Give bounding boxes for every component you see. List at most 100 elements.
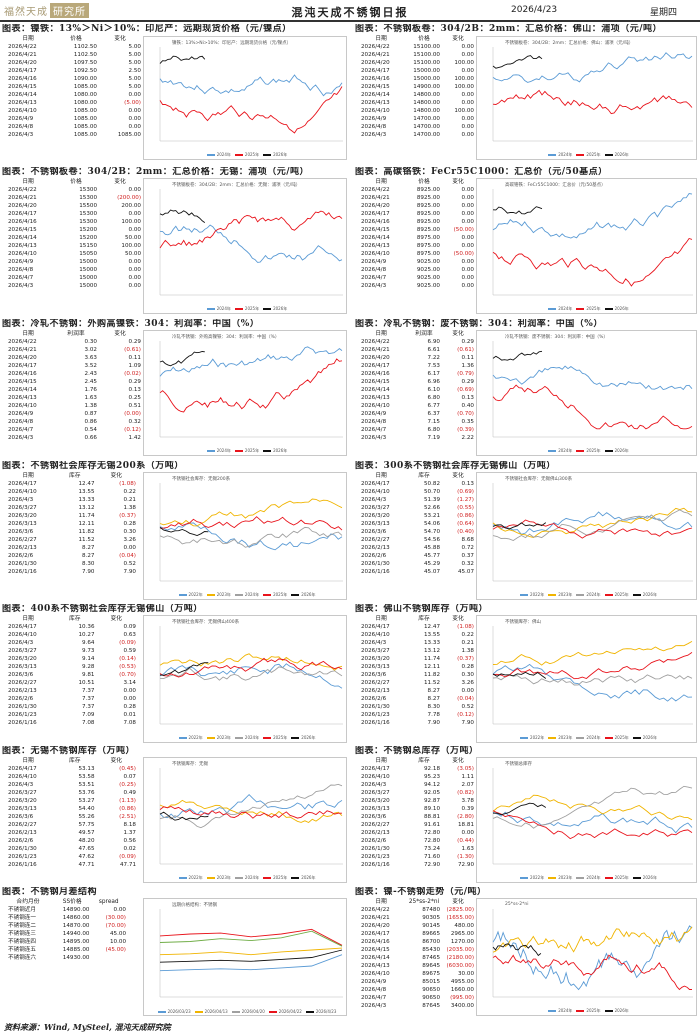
chart-p2: 不锈钢板卷：304/2B：2mm：汇总价格：佛山：浦项（元/吨） 2024年 202… (476, 36, 697, 160)
table-cell: (0.00) (124, 411, 141, 417)
table-cell: 2026/4/22 (361, 339, 390, 345)
table-header: 价格 (70, 179, 82, 185)
legend-swatch (604, 154, 613, 156)
series-line (492, 192, 693, 239)
table-cell: 2026/1/16 (8, 862, 37, 868)
table-cell: 3.52 (84, 363, 97, 369)
table-cell: 0.00 (128, 283, 141, 289)
table-cell: 0.13 (461, 481, 474, 487)
table-cell: 53.76 (78, 790, 95, 796)
table-cell: 47.71 (78, 862, 95, 868)
table-cell: 0.00 (128, 116, 141, 122)
legend-swatch (206, 877, 215, 879)
legend-swatch (576, 154, 585, 156)
table-cell: (0.70) (119, 672, 136, 678)
table-cell: (50.00) (453, 227, 474, 233)
table-row: 2026/3/6 11.82 0.30 (355, 671, 475, 679)
panel-title: 图表：佛山不锈钢库存（万吨） (355, 604, 489, 614)
legend-label: 2026年 (614, 306, 629, 311)
table-cell: (1.08) (457, 624, 474, 630)
table-cell: 0.29 (128, 379, 141, 385)
table-cell: 1.42 (128, 435, 141, 441)
chart-plot (492, 626, 693, 725)
table-header: 库存 (418, 758, 430, 764)
table-cell: 2026/4/10 (361, 489, 390, 495)
table-cell: 9025.00 (416, 275, 440, 281)
table-cell: 73.24 (423, 846, 440, 852)
table-header: 变化 (452, 473, 464, 479)
table-row: 2026/2/13 8.27 0.00 (2, 544, 137, 552)
table-cell: 0.32 (128, 419, 141, 425)
table-row: 2026/4/13 1.63 0.25 (2, 394, 142, 402)
table-header: 变化 (114, 36, 126, 42)
panel-title: 图表：冷轧不锈钢：废不锈钢：304：利润率：中国（%） (355, 319, 603, 329)
table-cell: 89645 (422, 963, 440, 969)
table-cell: 45.00 (109, 931, 126, 937)
chart-legend: 2024年 2025年 2026年 (144, 152, 346, 158)
chart-title: 不锈钢社会库存：无锡佛山400系 (172, 620, 240, 625)
legend-swatch (206, 450, 215, 452)
panel-title: 图表：镍铁：13%＞Ni＞10%：印尼产：远期现货价格（元/镍点） (2, 24, 292, 34)
panel-p2: 图表：不锈钢板卷：304/2B：2mm：汇总价格：佛山：浦项（元/吨） 日期 价格 变… (355, 24, 698, 164)
table-cell: 6.90 (427, 339, 440, 345)
table-cell: 0.30 (123, 529, 136, 535)
legend-label: 2026年 (642, 875, 657, 880)
table-row: 2026/3/27 92.05 (0.82) (355, 789, 475, 797)
table-cell: 1085.00 (73, 124, 97, 130)
table-row: 2026/2/6 72.80 (0.44) (355, 837, 475, 845)
table-cell: 2026/4/3 (361, 497, 387, 503)
table-cell: 2026/4/21 (361, 915, 390, 921)
table-cell: 2026/4/9 (361, 411, 387, 417)
table-cell: 2026/4/9 (361, 116, 387, 122)
table-cell: 2026/2/13 (8, 688, 37, 694)
table-row: 2026/4/9 9025.00 0.00 (355, 258, 475, 266)
table-cell: (0.86) (119, 806, 136, 812)
legend-swatch (305, 1011, 314, 1013)
table-header: 日期 (22, 36, 34, 42)
table-cell: 2026/1/16 (361, 862, 390, 868)
legend-swatch (263, 877, 272, 879)
table-row: 2026/1/16 47.71 47.71 (2, 861, 137, 869)
table-row: 2026/4/22 15100.00 0.00 (355, 43, 475, 51)
table-cell: 15300 (79, 187, 97, 193)
legend-swatch (234, 594, 243, 596)
table-cell: 14860.00 (62, 915, 90, 921)
legend-swatch (632, 877, 641, 879)
table-cell: 2026/4/13 (361, 395, 390, 401)
legend-swatch (291, 737, 300, 739)
legend-swatch (576, 877, 585, 879)
chart-p1: 镍铁：13%>Ni>10%：印尼产：远期现货价格（元/镍点） 2024年 2025年… (143, 36, 347, 160)
table-cell: 2026/4/3 (361, 435, 387, 441)
series-line (492, 674, 693, 686)
legend-label: 2023年 (216, 735, 231, 740)
table-row: 2026/4/17 50.82 0.13 (355, 480, 475, 488)
table-row: 2026/4/8 0.86 0.32 (2, 418, 142, 426)
table-cell: 1085.00 (73, 84, 97, 90)
panel-p13: 图表：不锈钢月差结构 合约月份 SS价格 spread 不锈钢近月 14890.00 0.0… (2, 887, 347, 1019)
table-row: 2026/1/23 71.60 (1.30) (355, 853, 475, 861)
table-cell: 200.00 (121, 203, 141, 209)
table-row: 2026/4/10 95.23 1.11 (355, 773, 475, 781)
table-cell: 11.82 (423, 672, 440, 678)
legend-swatch (263, 737, 272, 739)
table-cell: 2026/4/10 (361, 971, 390, 977)
table-header: 价格 (418, 36, 430, 42)
chart-plot (159, 768, 343, 865)
table-row: 2026/4/21 15300 (200.00) (2, 194, 142, 202)
table-cell: 2026/4/17 (361, 931, 390, 937)
series-line (492, 671, 547, 679)
table-cell: 0.87 (84, 411, 97, 417)
table-header: 价格 (70, 36, 82, 42)
table-cell: 8.27 (427, 696, 440, 702)
table-cell: 2026/4/13 (8, 395, 37, 401)
table-cell: 89.10 (423, 806, 440, 812)
table-row: 2026/3/20 9.14 (0.14) (2, 655, 137, 663)
chart-p3: 不锈钢板卷：304/2B：2mm：汇总价格：无锡：浦项（元/吨） 2024年 202… (143, 178, 347, 314)
table-cell: (0.25) (119, 782, 136, 788)
chart-plot (492, 483, 693, 582)
legend-swatch (206, 737, 215, 739)
table-cell: 89665 (422, 931, 440, 937)
table-cell: 92.18 (423, 766, 440, 772)
data-table: 日期 库存 变化 2026/4/17 12.47 (1.08) 2026/4/10 13.55… (355, 615, 475, 727)
series-line (492, 785, 693, 829)
